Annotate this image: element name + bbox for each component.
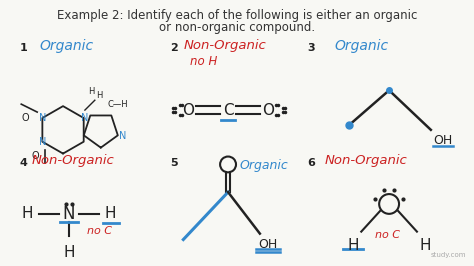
Text: no H: no H	[190, 55, 218, 68]
Text: no C: no C	[87, 226, 112, 236]
Text: 3: 3	[308, 43, 315, 53]
Text: H: H	[419, 238, 431, 252]
Text: H: H	[88, 87, 94, 96]
Text: no C: no C	[375, 230, 400, 240]
Text: Non-Organic: Non-Organic	[183, 39, 266, 52]
Text: O: O	[262, 103, 274, 118]
Text: H: H	[347, 238, 359, 252]
Text: H: H	[21, 206, 33, 221]
Text: Example 2: Identify each of the following is either an organic: Example 2: Identify each of the followin…	[57, 9, 417, 22]
Text: 6: 6	[308, 157, 316, 168]
Text: N: N	[39, 137, 47, 147]
Text: OH: OH	[433, 134, 452, 147]
Text: N: N	[39, 113, 47, 123]
Text: Non-Organic: Non-Organic	[325, 153, 407, 167]
Text: Organic: Organic	[335, 39, 389, 53]
Text: 4: 4	[19, 157, 27, 168]
Text: 5: 5	[170, 157, 178, 168]
Text: 1: 1	[19, 43, 27, 53]
Text: Non-Organic: Non-Organic	[31, 153, 114, 167]
Text: H: H	[105, 206, 117, 221]
Text: O: O	[31, 151, 39, 161]
Text: 2: 2	[170, 43, 178, 53]
Text: H: H	[96, 91, 102, 100]
Text: OH: OH	[258, 238, 277, 251]
Text: O: O	[182, 103, 194, 118]
Text: N: N	[63, 205, 75, 223]
Text: N: N	[119, 131, 127, 141]
Text: Organic: Organic	[240, 159, 289, 172]
Text: N: N	[81, 113, 89, 123]
Text: C—H: C—H	[108, 100, 128, 109]
Text: or non-organic compound.: or non-organic compound.	[159, 21, 315, 34]
Text: Organic: Organic	[39, 39, 93, 53]
Text: study.com: study.com	[431, 252, 466, 258]
Text: H: H	[63, 246, 75, 260]
Text: C: C	[223, 103, 233, 118]
Text: O: O	[21, 113, 29, 123]
